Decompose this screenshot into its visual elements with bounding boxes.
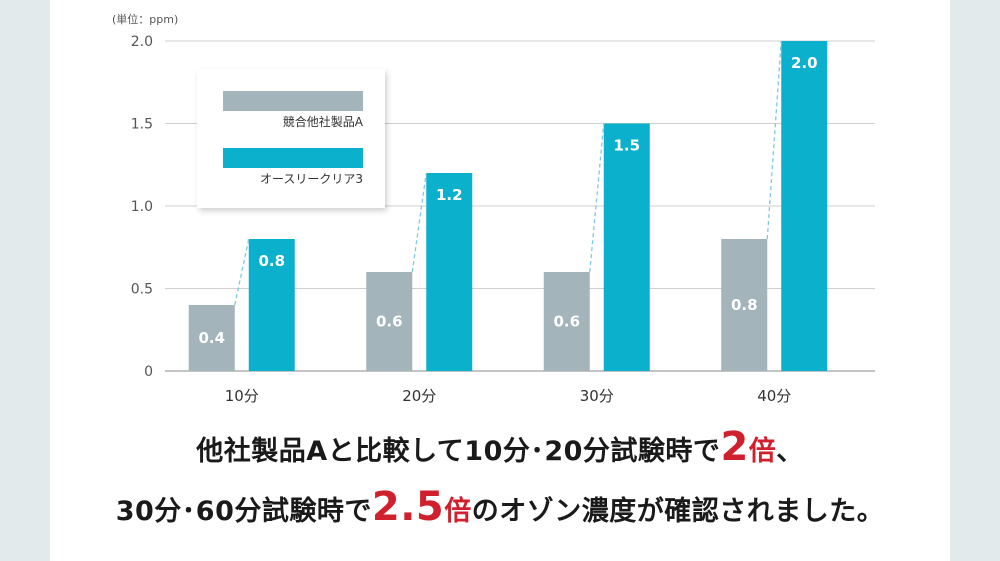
data-label-competitor: 0.8 (731, 296, 758, 314)
y-tick-label: 2.0 (131, 34, 153, 50)
bar-o3clear (248, 239, 295, 371)
data-label-o3clear: 0.8 (258, 252, 285, 270)
bar-o3clear (603, 123, 650, 371)
caption-line-1-text: 他社製品Aと比較して10分･20分試験時で (196, 436, 721, 467)
x-tick-label: 30分 (580, 387, 614, 405)
data-label-competitor: 0.4 (198, 329, 225, 347)
bar-competitor (543, 272, 590, 371)
connector-line (766, 40, 782, 240)
caption-highlight-unit-2: 倍 (444, 496, 472, 527)
x-tick-label: 20分 (402, 387, 436, 405)
legend-swatch-competitor (223, 91, 363, 111)
caption-line-2-end: のオゾン濃度が確認されました。 (471, 496, 885, 527)
caption-line-1-end: 、 (776, 436, 804, 467)
y-tick-label: 0.5 (131, 282, 153, 298)
data-label-competitor: 0.6 (553, 313, 580, 331)
caption-highlight-unit-1: 倍 (748, 436, 777, 467)
legend-label-o3clear: オースリークリア3 (260, 172, 363, 186)
x-tick-label: 40分 (757, 387, 791, 405)
caption-highlight-2-5: 2.5 (371, 484, 445, 530)
bar-o3clear (781, 41, 828, 371)
bar-chart: (単位：ppm) 0 0.5 1.0 1.5 2.0 0.4 0.8 10分 0.6 1.2 20分 0… (112, 12, 875, 405)
legend-swatch-o3clear (223, 148, 363, 168)
caption-line-2-text: 30分･60分試験時で (115, 496, 372, 527)
data-label-o3clear: 2.0 (791, 54, 818, 72)
data-label-o3clear: 1.5 (613, 137, 640, 155)
caption-line-2: 30分･60分試験時で2.5倍のオゾン濃度が確認されました。 (0, 487, 1000, 528)
bar-competitor (721, 239, 768, 371)
caption-highlight-2: 2 (720, 424, 749, 470)
data-label-o3clear: 1.2 (436, 186, 463, 204)
connector-line (234, 238, 250, 306)
legend-label-competitor: 競合他社製品A (283, 114, 364, 129)
y-tick-label: 0 (144, 364, 153, 380)
bar-o3clear (426, 173, 473, 371)
connector-line (589, 123, 605, 273)
connector-line (411, 172, 427, 273)
y-tick-label: 1.0 (131, 199, 153, 215)
legend-box (197, 69, 385, 208)
bar-competitor (366, 272, 413, 371)
caption-line-1: 他社製品Aと比較して10分･20分試験時で2倍、 (0, 427, 1000, 468)
bar-competitor (188, 305, 235, 371)
y-tick-label: 1.5 (131, 117, 153, 133)
data-label-competitor: 0.6 (376, 313, 403, 331)
unit-label: (単位：ppm) (112, 12, 178, 26)
x-tick-label: 10分 (225, 387, 259, 405)
